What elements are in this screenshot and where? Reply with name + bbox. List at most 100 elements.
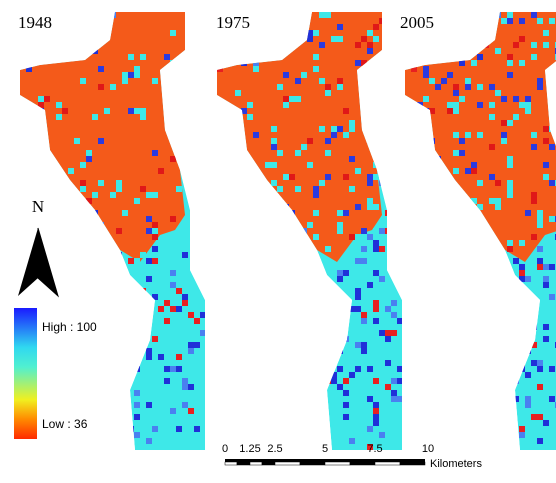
pixel [62, 408, 68, 414]
pixel [447, 342, 453, 348]
pixel [295, 432, 301, 438]
pixel [182, 84, 188, 90]
pixel [453, 336, 459, 342]
pixel [152, 222, 158, 228]
pixel [235, 186, 241, 192]
pixel [337, 36, 343, 42]
legend-low: Low : 36 [42, 417, 88, 431]
pixel [313, 312, 319, 318]
pixel [44, 342, 50, 348]
pixel [194, 258, 200, 264]
pixel [170, 156, 176, 162]
pixel [152, 426, 158, 432]
pixel [453, 204, 459, 210]
pixel [182, 78, 188, 84]
pixel [319, 78, 325, 84]
pixel [26, 132, 32, 138]
pixel [128, 72, 134, 78]
pixel [417, 306, 423, 312]
pixel [313, 192, 319, 198]
pixel [271, 138, 277, 144]
pixel [483, 306, 489, 312]
pixel [453, 90, 459, 96]
pixel [283, 102, 289, 108]
pixel [170, 114, 176, 120]
pixel [373, 306, 379, 312]
pixel [435, 42, 441, 48]
pixel [38, 156, 44, 162]
pixel [385, 228, 391, 234]
pixel [543, 30, 549, 36]
pixel [152, 150, 158, 156]
pixel [200, 330, 205, 336]
pixel [62, 384, 68, 390]
pixel [307, 36, 313, 42]
pixel [453, 168, 459, 174]
pixel [164, 366, 170, 372]
pixel [92, 354, 98, 360]
north-arrow-left [18, 228, 38, 296]
pixel [170, 306, 176, 312]
pixel [152, 78, 158, 84]
scale-unit: Kilometers [430, 458, 482, 470]
pixel [188, 342, 194, 348]
pixel [391, 174, 397, 180]
pixel [134, 72, 140, 78]
pixel [32, 186, 38, 192]
pixel [253, 420, 259, 426]
pixel [373, 228, 379, 234]
pixel [182, 294, 188, 300]
scale-segment [274, 461, 301, 466]
pixel [116, 336, 122, 342]
pixel [391, 378, 397, 384]
pixel [531, 144, 537, 150]
year-label: 1948 [18, 13, 52, 32]
pixel [235, 90, 241, 96]
pixel [367, 396, 373, 402]
pixel [477, 372, 483, 378]
pixel [373, 420, 379, 426]
pixel [194, 180, 200, 186]
pixel [128, 258, 134, 264]
pixel [194, 246, 200, 252]
pixel [164, 378, 170, 384]
pixel [128, 426, 134, 432]
pixel [519, 36, 525, 42]
pixel [176, 354, 182, 360]
scale-label: 2.5 [267, 443, 282, 455]
pixel [513, 372, 519, 378]
pixel [116, 348, 122, 354]
pixel [453, 210, 459, 216]
pixel [200, 144, 205, 150]
pixel [441, 78, 447, 84]
pixel [459, 198, 465, 204]
pixel [489, 414, 495, 420]
pixel [355, 342, 361, 348]
pixel [170, 216, 176, 222]
pixel [152, 258, 158, 264]
pixel [176, 288, 182, 294]
pixel [513, 288, 519, 294]
pixel [513, 258, 519, 264]
pixel [453, 192, 459, 198]
pixel [391, 54, 397, 60]
pixel [170, 30, 176, 36]
pixel [411, 66, 417, 72]
pixel [283, 264, 289, 270]
pixel [367, 42, 373, 48]
pixel [495, 12, 501, 18]
pixel [453, 252, 459, 258]
pixel [417, 180, 423, 186]
pixel [495, 90, 501, 96]
pixel [519, 306, 525, 312]
pixel [140, 114, 146, 120]
pixel [441, 360, 447, 366]
pixel [411, 126, 417, 132]
pixel [501, 420, 507, 426]
pixel [483, 444, 489, 450]
pixel [241, 228, 247, 234]
pixel [253, 132, 259, 138]
pixel [441, 342, 447, 348]
pixel [325, 12, 331, 18]
pixel [170, 60, 176, 66]
